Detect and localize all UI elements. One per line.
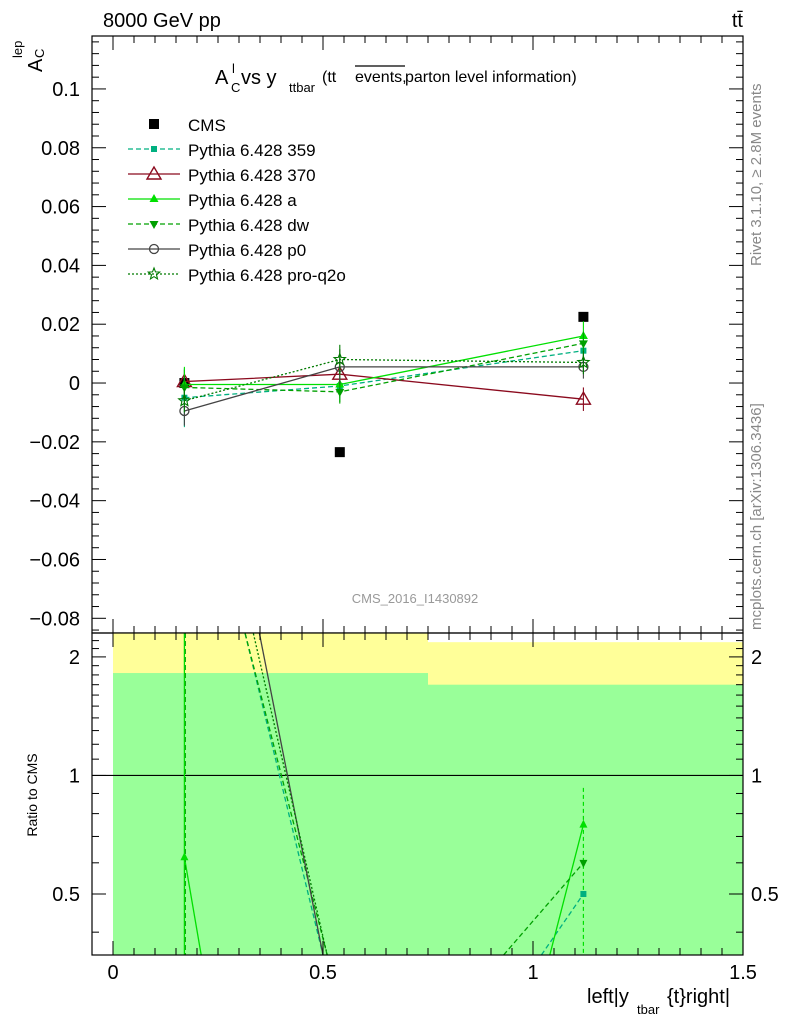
legend-marker-1: [151, 146, 157, 152]
xtick-label-1: 0.5: [309, 962, 337, 984]
ratio-ytick-label-right-2: 2: [751, 647, 762, 669]
title-vs: vs y: [241, 67, 277, 89]
title-main: A: [215, 67, 229, 89]
main-ytick-label-2: −0.04: [29, 491, 80, 513]
main-panel: −0.08 −0.06 −0.04 −0.02 0 0.02 0.04 0.06 0.08 0.1: [29, 35, 744, 634]
ratio-band-inner-1: [428, 684, 743, 955]
ylabel-sup: lep: [10, 41, 25, 58]
ratio-marker-dw-3: [579, 859, 588, 868]
ratio-marker-a-1: [180, 852, 189, 861]
legend-marker-4: [149, 221, 159, 229]
ratio-lines: [183, 633, 585, 955]
ratio-ytick-label-1: 1: [69, 765, 80, 787]
ratio-line-2-0: [244, 633, 328, 955]
ratio-line-0-0: [244, 633, 324, 955]
legend-marker-3: [149, 194, 159, 202]
legend: CMS Pythia 6.428 359 Pythia 6.428 370 Pythi…: [128, 116, 346, 285]
legend-label-3: Pythia 6.428 a: [188, 191, 297, 210]
legend-label-4: Pythia 6.428 dw: [188, 216, 310, 235]
ratio-ytick-label-right-1: 1: [751, 765, 762, 787]
xlabel: left|y tbar {t}right|: [587, 986, 730, 1017]
xlabel-post: {t}right|: [667, 986, 730, 1008]
main-ytick-label-8: 0.08: [41, 138, 80, 160]
legend-marker-2: [145, 165, 163, 180]
legend-label-1: Pythia 6.428 359: [188, 141, 316, 160]
xlabel-sub: tbar: [637, 1002, 660, 1017]
mcplots-label: mcplots.cern.ch [arXiv:1306.3436]: [748, 403, 765, 630]
ratio-ylabel: Ratio to CMS: [24, 753, 40, 836]
title-paren: (tt: [322, 69, 337, 86]
analysis-id: CMS_2016_I1430892: [352, 591, 479, 606]
legend-marker-6: [146, 266, 162, 281]
series-point-6-0: [177, 393, 192, 407]
ratio-ytick-label-right-0: 0.5: [751, 884, 779, 906]
title-sub: C: [231, 80, 240, 95]
series-line-2: [184, 373, 584, 400]
xtick-label-0: 0: [107, 962, 118, 984]
title-tail: parton level information): [405, 69, 577, 86]
ylabel-sub: C: [32, 49, 47, 58]
energy-label: 8000 GeV pp: [103, 10, 221, 32]
series-point-6-1: [332, 351, 347, 366]
title-sup: l: [232, 61, 235, 76]
ratio-line-0-1: [540, 893, 584, 955]
ylabel-main: A: [25, 58, 47, 72]
ratio-ytick-label-0: 0.5: [52, 884, 80, 906]
series-point-2-2: [575, 390, 592, 405]
ratio-frame: [91, 632, 744, 956]
ratio-ytick-label-2: 2: [69, 647, 80, 669]
main-ytick-label-7: 0.06: [41, 197, 80, 219]
ratio-bands: [113, 633, 743, 955]
legend-label-2: Pythia 6.428 370: [188, 166, 316, 185]
series-3: [179, 321, 588, 403]
main-ytick-label-1: −0.06: [29, 549, 80, 571]
ratio-panel: 0.5 0.5 1 1 2 2 0 0.5 1 1.5: [52, 632, 779, 984]
xtick-label-2: 1: [527, 962, 538, 984]
legend-label-5: Pythia 6.428 p0: [188, 241, 306, 260]
main-ytick-label-6: 0.04: [41, 255, 80, 277]
series-point-4-1: [335, 388, 345, 397]
legend-marker-5: [148, 243, 160, 255]
main-ytick-label-0: −0.08: [29, 608, 80, 630]
xlabel-pre: left|y: [587, 986, 629, 1008]
ratio-line-2-1: [503, 862, 584, 955]
main-ylabel: A C lep: [10, 41, 47, 72]
main-ytick-label-5: 0.02: [41, 314, 80, 336]
ratio-line-1-0: [183, 857, 202, 955]
main-title: A C l vs y ttbar (tt events, parton leve…: [215, 61, 577, 95]
ratio-marker-359-3: [580, 890, 587, 897]
title-overline: events,: [355, 69, 407, 86]
rivet-label: Rivet 3.1.10, ≥ 2.8M events: [748, 84, 765, 267]
series-point-0-2: [578, 311, 589, 322]
legend-label-6: Pythia 6.428 pro-q2o: [188, 266, 346, 285]
legend-marker-0: [149, 119, 159, 129]
series-point-6-2: [576, 354, 591, 369]
main-ytick-label-3: −0.02: [29, 432, 80, 454]
main-ytick-label-9: 0.1: [52, 79, 80, 101]
ratio-line-1-1: [549, 824, 585, 955]
ratio-band-inner-0: [113, 673, 428, 955]
ratio-line-3-0: [258, 633, 324, 955]
series-point-4-2: [578, 340, 588, 349]
series-line-1: [184, 350, 584, 399]
xtick-label-3: 1.5: [729, 962, 757, 984]
ratio-line-4-0: [252, 633, 328, 955]
series-6: [177, 344, 591, 413]
series-point-4-0: [179, 384, 189, 393]
main-ytick-label-4: 0: [69, 373, 80, 395]
ratio-marker-a-3: [579, 819, 588, 828]
legend-label-0: CMS: [188, 116, 226, 135]
title-vs-sub: ttbar: [289, 80, 316, 95]
series-point-0-1: [334, 447, 345, 458]
process-label: tt̄: [732, 10, 744, 32]
